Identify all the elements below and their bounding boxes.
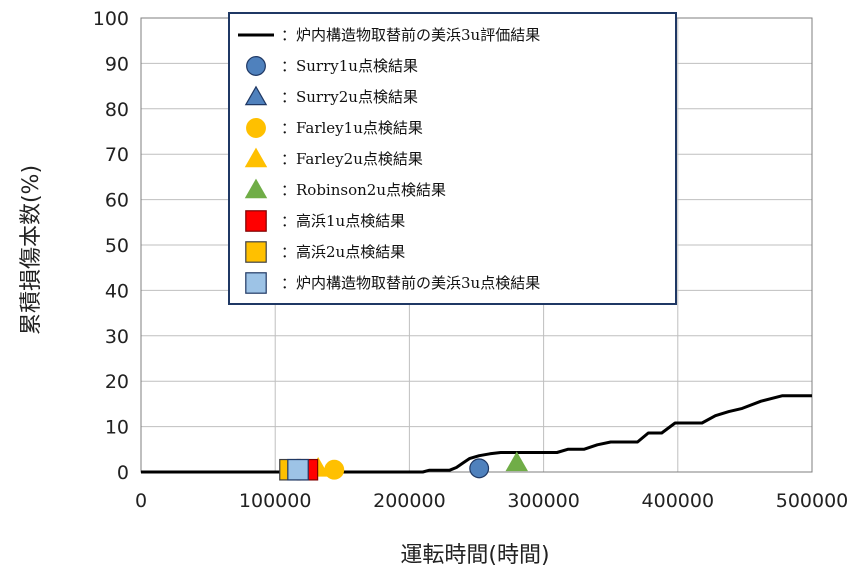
legend-label: ：Surry2u点検結果 — [281, 88, 418, 106]
data-point-triangle — [505, 451, 528, 472]
legend-marker-square — [245, 210, 267, 232]
legend-label: ：高浜2u点検結果 — [281, 243, 405, 261]
legend-label: ：Robinson2u点検結果 — [281, 181, 446, 199]
legend-marker-circle — [246, 118, 266, 138]
y-tick-label: 70 — [105, 144, 129, 166]
x-tick-label: 400000 — [642, 490, 715, 512]
data-point-circle — [469, 458, 490, 479]
x-axis-title: 運転時間(時間) — [400, 543, 549, 568]
legend-marker-triangle — [244, 147, 268, 168]
legend-marker-triangle — [244, 85, 268, 106]
legend: ：炉内構造物取替前の美浜3u評価結果 ：Surry1u点検結果 ：Surry2u点検… — [228, 12, 677, 305]
x-tick-label: 0 — [135, 490, 147, 512]
y-tick-label: 90 — [105, 53, 129, 75]
legend-marker-triangle — [244, 178, 268, 199]
y-tick-label: 80 — [105, 99, 129, 121]
x-tick-label: 300000 — [507, 490, 580, 512]
y-tick-label: 100 — [93, 8, 129, 30]
x-tick-label: 200000 — [373, 490, 446, 512]
y-tick-label: 60 — [105, 190, 129, 212]
legend-label: ：Farley2u点検結果 — [281, 150, 423, 168]
x-tick-labels: 0 100000 200000 300000 400000 500000 — [135, 490, 848, 512]
legend-label: ：高浜1u点検結果 — [281, 212, 405, 230]
legend-marker-square — [245, 272, 267, 294]
legend-box — [228, 12, 677, 305]
y-tick-label: 30 — [105, 326, 129, 348]
data-point-square — [287, 458, 309, 481]
x-tick-label: 100000 — [239, 490, 312, 512]
y-tick-labels: 0 10 20 30 40 50 60 70 80 90 100 — [93, 8, 129, 484]
legend-marker-square — [245, 241, 267, 263]
y-tick-label: 10 — [105, 417, 129, 439]
y-tick-label: 0 — [117, 462, 129, 484]
legend-label: ：Surry1u点検結果 — [281, 57, 418, 75]
series-layer — [141, 394, 812, 481]
y-tick-label: 20 — [105, 371, 129, 393]
y-tick-label: 50 — [105, 235, 129, 257]
series-line-miharu3-evaluation — [141, 394, 812, 474]
x-tick-label: 500000 — [776, 490, 849, 512]
legend-marker-circle — [246, 56, 266, 76]
legend-label: ：炉内構造物取替前の美浜3u点検結果 — [281, 274, 540, 292]
legend-label: ：炉内構造物取替前の美浜3u評価結果 — [281, 26, 540, 44]
y-axis-title: 累積損傷本数(%) — [19, 165, 44, 335]
legend-label: ：Farley1u点検結果 — [281, 119, 423, 137]
y-tick-label: 40 — [105, 280, 129, 302]
